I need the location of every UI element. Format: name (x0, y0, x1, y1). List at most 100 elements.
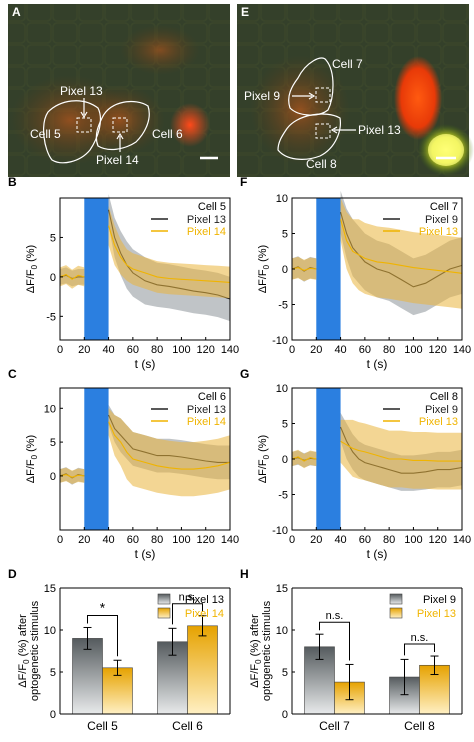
pixel-14-label: Pixel 14 (96, 153, 139, 167)
series-1-line (108, 225, 231, 283)
panel-g-line-chart: 0 20 40 60 80 100 120 140 -10 -5 0 5 10 t (s) ΔF/F0 (%… (240, 367, 471, 561)
panel-a-image: A Cell 5 Cell 6 Pixel 13 Pixel 14 (8, 4, 230, 177)
cell-8-label: Cell 8 (306, 157, 337, 171)
x-tick-label: 140 (221, 344, 239, 356)
series-1-error-band (60, 467, 85, 484)
legend-title: Cell 7 (430, 201, 458, 213)
y-tick-label: 10 (276, 193, 288, 205)
y-tick-label: 5 (50, 232, 56, 244)
y-tick-label: 5 (282, 229, 288, 241)
cell-7-outline (288, 57, 334, 116)
panel-letter: C (8, 367, 17, 381)
y-tick-label: 15 (276, 583, 288, 595)
panel-f-line-chart: 0 20 40 60 80 100 120 140 -10 -5 0 5 10 t (s) ΔF/F0 (%… (240, 175, 471, 371)
legend-swatch-1 (389, 607, 403, 619)
legend-label-0: Pixel 13 (187, 404, 226, 416)
x-axis-label: t (s) (135, 357, 156, 371)
y-tick-label: 5 (282, 419, 288, 431)
legend-label-1: Pixel 13 (417, 608, 456, 620)
y-axis-label-text: ΔF/F0 (%) (25, 435, 39, 483)
x-tick-label: 80 (383, 344, 395, 356)
y-tick-label: 15 (44, 583, 56, 595)
y-tick-label: 0 (282, 709, 288, 721)
x-tick-label: 40 (334, 344, 346, 356)
x-axis-label: t (s) (367, 547, 388, 561)
y-tick-label: -5 (46, 311, 56, 323)
series-1-error-band (108, 408, 230, 497)
panel-e-image: E Cell 7 Cell 8 Pixel 9 Pixel 13 (237, 4, 474, 177)
legend-label-1: Pixel 14 (185, 608, 224, 620)
y-axis-label-text: ΔF/F0 (%) (257, 245, 271, 293)
legend-title: Cell 5 (198, 201, 226, 213)
y-tick-label: 5 (50, 667, 56, 679)
y-axis-label: ΔF/F0 (%) (25, 435, 39, 483)
significance-label: n.s. (411, 632, 429, 644)
legend-label-0: Pixel 13 (185, 594, 224, 606)
x-tick-label: 100 (404, 534, 422, 546)
series-1-line (291, 267, 317, 271)
series-1-error-band (340, 419, 462, 490)
x-tick-label: 120 (197, 534, 215, 546)
stimulus-bar (84, 198, 109, 340)
x-tick-label: 20 (78, 344, 90, 356)
y-axis-label: ΔF/F0 (%) after optogenetic stimulus (249, 600, 273, 701)
legend-label-0: Pixel 9 (423, 594, 456, 606)
y-axis-label: ΔF/F0 (%) (257, 245, 271, 293)
series-1-line (340, 440, 462, 462)
y-tick-label: 5 (50, 437, 56, 449)
panel-letter-a: A (12, 5, 21, 19)
x-tick-label: 80 (151, 344, 163, 356)
pixel-13-label: Pixel 13 (60, 84, 103, 98)
x-tick-label: 120 (197, 344, 215, 356)
legend-title: Cell 8 (430, 391, 458, 403)
y-tick-label: 0 (50, 272, 56, 284)
x-tick-label: 0 (289, 534, 295, 546)
x-tick-label: 80 (151, 534, 163, 546)
y-tick-label: 0 (282, 454, 288, 466)
y-tick-label: 10 (44, 403, 56, 415)
series-1-error-band (340, 198, 462, 309)
x-tick-label: 100 (172, 534, 190, 546)
y-tick-label: -10 (272, 525, 288, 537)
cell-6-outline (95, 100, 150, 151)
pixel-9-label: Pixel 9 (244, 89, 280, 103)
x-tick-label: 20 (78, 534, 90, 546)
x-tick-label: 0 (57, 534, 63, 546)
pixel-13b-label: Pixel 13 (358, 123, 401, 137)
significance-label: n.s. (326, 610, 344, 622)
legend-label-1: Pixel 14 (187, 416, 226, 428)
x-axis-label: t (s) (367, 357, 388, 371)
legend-label-0: Pixel 9 (425, 214, 458, 226)
y-tick-label: 10 (44, 625, 56, 637)
panel-letter: G (240, 367, 249, 381)
legend-label-1: Pixel 13 (419, 416, 458, 428)
cell-5-label: Cell 5 (30, 127, 61, 141)
y-axis-label-text: ΔF/F0 (%) (257, 435, 271, 483)
x-tick-label: 20 (310, 534, 322, 546)
legend-swatch-0 (389, 593, 403, 605)
y-axis-label: ΔF/F0 (%) (257, 435, 271, 483)
series-1-line (59, 474, 85, 478)
y-tick-label: -5 (278, 490, 288, 502)
x-tick-label: 60 (127, 344, 139, 356)
y-axis-label-text-2: optogenetic stimulus (29, 600, 41, 701)
legend-swatch-0 (157, 593, 171, 605)
y-tick-label: 10 (276, 383, 288, 395)
y-axis-label-text-2: optogenetic stimulus (261, 600, 273, 701)
legend-label-0: Pixel 9 (425, 404, 458, 416)
bar-1 (187, 625, 218, 715)
x-tick-label: 40 (102, 344, 114, 356)
series-1-error-band (60, 265, 85, 289)
legend-label-1: Pixel 13 (419, 226, 458, 238)
panel-b-line-chart: 0 20 40 60 80 100 120 140 -5 0 5 t (s) ΔF/F0 (%) B Cel… (8, 175, 239, 371)
y-axis-label: ΔF/F0 (%) (25, 245, 39, 293)
x-tick-label: 0 (289, 344, 295, 356)
x-tick-label: 60 (359, 344, 371, 356)
x-tick-label: 20 (310, 344, 322, 356)
series-1-line (108, 421, 231, 470)
cell-6-label: Cell 6 (152, 127, 183, 141)
y-tick-label: 10 (276, 625, 288, 637)
cell-8-outline (277, 113, 341, 160)
y-axis-label: ΔF/F0 (%) after optogenetic stimulus (17, 600, 41, 701)
